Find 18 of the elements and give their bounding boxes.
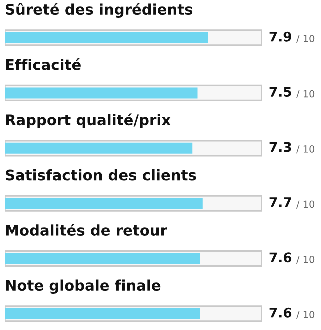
text: / 10 xyxy=(296,35,315,44)
y-tick-label: Satisfaction des clients xyxy=(6,169,196,181)
data-label: 7.6 xyxy=(270,252,292,263)
data-label: 7.5 xyxy=(270,87,292,98)
y-tick-label: Rapport qualité/prix xyxy=(6,114,171,128)
text: / 10 xyxy=(296,90,315,98)
data-label: 7.9 xyxy=(270,32,292,42)
text: / 10 xyxy=(296,146,315,154)
text: / 10 xyxy=(296,311,315,320)
text: / 10 xyxy=(296,200,315,209)
data-label: 7.3 xyxy=(270,142,292,152)
y-tick-label: Efficacité xyxy=(6,58,81,70)
data-label: 7.6 xyxy=(270,308,292,318)
y-tick-label: Modalités de retour xyxy=(6,224,168,236)
data-label: 7.7 xyxy=(270,198,292,208)
y-tick-label: Note globale finale xyxy=(6,280,161,294)
text: / 10 xyxy=(296,256,315,264)
y-tick-label: Sûreté des ingrédients xyxy=(6,3,193,18)
